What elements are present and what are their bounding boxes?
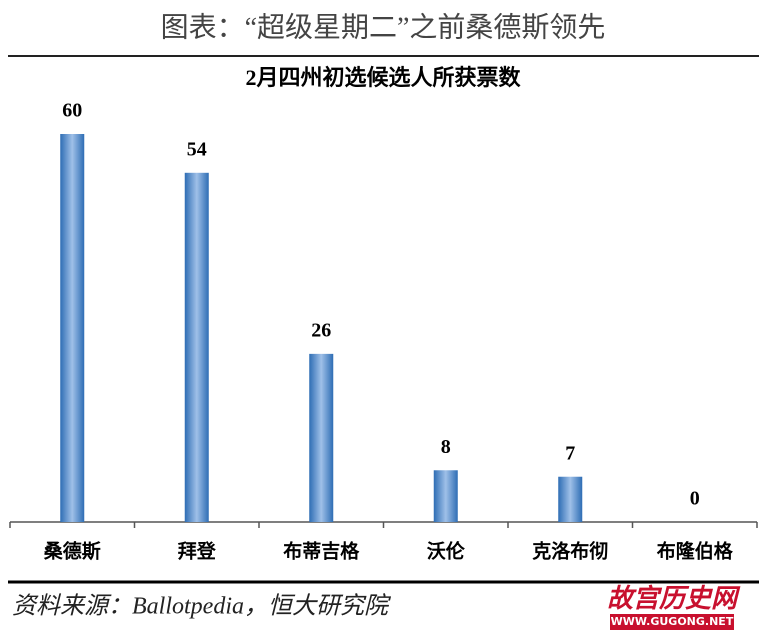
bar [433,470,458,522]
x-tick-label: 拜登 [178,539,217,562]
x-tick-label: 克洛布彻 [532,539,608,562]
bar [558,476,583,522]
x-tick-label: 布蒂吉格 [283,539,360,562]
value-label: 54 [187,138,207,160]
watermark: 故宫历史网 [607,584,741,613]
watermark-bg [610,614,734,630]
bar [60,134,85,522]
value-label: 8 [441,436,451,458]
x-tick-label: 桑德斯 [44,539,101,562]
x-tick-label: 布隆伯格 [657,539,734,562]
watermark-url: WWW.GUGONG.NET [611,615,734,628]
value-label: 60 [62,100,82,122]
source: 资料来源：Ballotpedia，恒大研究院 [12,593,392,620]
x-tick-label: 沃伦 [427,539,466,562]
value-label: 26 [311,319,331,341]
chart-title: 2月四州初选候选人所获票数 [245,65,521,90]
header: 图表：“超级星期二”之前桑德斯领先 [161,11,606,43]
value-label: 0 [690,488,700,510]
bar [184,172,209,523]
bar [309,353,334,522]
value-label: 7 [565,442,575,464]
